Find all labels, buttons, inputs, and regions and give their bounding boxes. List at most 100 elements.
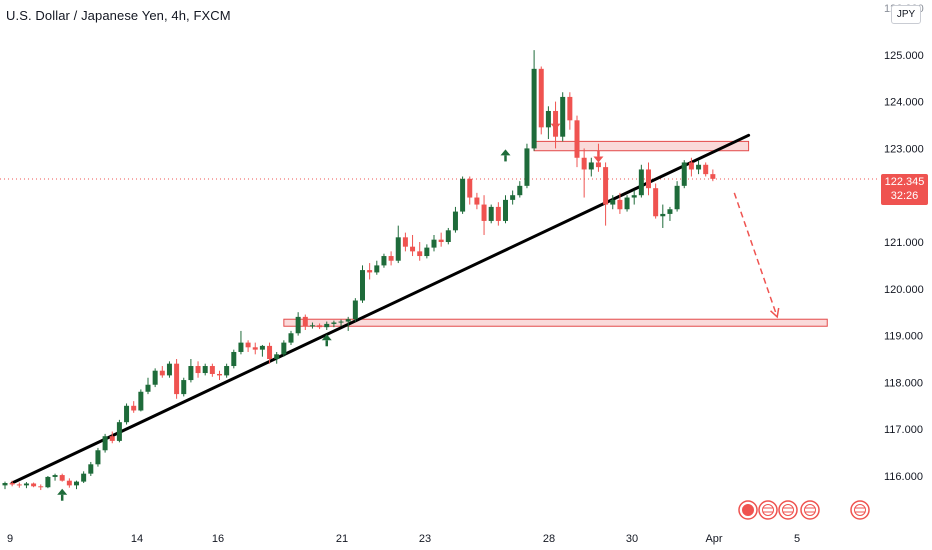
candle[interactable] [124, 403, 130, 425]
candle[interactable] [181, 377, 187, 397]
candle[interactable] [81, 471, 87, 484]
candle[interactable] [288, 330, 294, 345]
candle[interactable] [417, 242, 423, 261]
candle[interactable] [281, 340, 287, 357]
candle[interactable] [116, 419, 122, 443]
candle[interactable] [109, 431, 115, 444]
candle[interactable] [646, 162, 651, 196]
candle[interactable] [388, 251, 394, 266]
candle[interactable] [402, 232, 408, 252]
candle[interactable] [524, 143, 530, 189]
candle[interactable] [503, 195, 508, 224]
candle[interactable] [638, 164, 644, 198]
candle[interactable] [488, 204, 494, 224]
candle[interactable] [66, 478, 72, 488]
candle[interactable] [174, 359, 180, 399]
candle[interactable] [16, 482, 22, 488]
candle[interactable] [631, 190, 637, 205]
candle[interactable] [188, 359, 194, 383]
candle[interactable] [152, 368, 158, 388]
candle[interactable] [545, 106, 551, 140]
currency-badge[interactable]: JPY [891, 5, 921, 24]
candle[interactable] [102, 433, 108, 453]
candle[interactable] [74, 480, 79, 490]
candle[interactable] [45, 476, 51, 489]
candle[interactable] [209, 363, 215, 377]
candle[interactable] [238, 330, 244, 355]
candle[interactable] [495, 202, 501, 226]
candle[interactable] [324, 321, 330, 330]
candle[interactable] [95, 447, 101, 467]
candle[interactable] [295, 312, 301, 336]
candle[interactable] [610, 195, 616, 210]
candle[interactable] [660, 204, 666, 228]
candle[interactable] [531, 50, 537, 151]
candle[interactable] [166, 361, 172, 378]
candle[interactable] [567, 92, 573, 130]
candle[interactable] [460, 176, 466, 214]
candle[interactable] [302, 314, 308, 330]
economic-event-icon[interactable] [850, 500, 870, 520]
candle[interactable] [452, 206, 458, 233]
candle[interactable] [331, 320, 337, 328]
candle[interactable] [667, 206, 673, 221]
candle[interactable] [410, 234, 416, 257]
ascending-trendline[interactable] [10, 133, 751, 485]
candle[interactable] [653, 183, 659, 219]
candle[interactable] [259, 344, 265, 357]
candle[interactable] [374, 260, 380, 275]
candle[interactable] [445, 227, 451, 245]
candle[interactable] [395, 225, 401, 264]
candle[interactable] [438, 232, 444, 247]
candle[interactable] [588, 157, 594, 177]
candle[interactable] [360, 265, 365, 303]
candle[interactable] [9, 480, 15, 487]
candle[interactable] [131, 401, 137, 413]
candle[interactable] [59, 473, 65, 482]
resistance-zone-2[interactable] [283, 318, 828, 327]
candle[interactable] [252, 342, 258, 355]
economic-event-icon[interactable] [738, 500, 758, 520]
candle[interactable] [23, 482, 29, 489]
candle[interactable] [88, 461, 94, 476]
candle[interactable] [538, 66, 544, 135]
candle[interactable] [352, 298, 358, 322]
candle[interactable] [681, 160, 687, 189]
candle[interactable] [145, 377, 151, 395]
candle[interactable] [381, 253, 387, 268]
candle[interactable] [267, 342, 273, 364]
candle[interactable] [510, 190, 516, 205]
candle[interactable] [338, 319, 344, 327]
candle[interactable] [31, 482, 37, 488]
candle[interactable] [217, 370, 222, 381]
candle[interactable] [224, 363, 230, 378]
candle[interactable] [674, 181, 680, 212]
candle[interactable] [245, 340, 251, 352]
candle[interactable] [138, 389, 144, 412]
candle[interactable] [560, 92, 566, 142]
candle[interactable] [703, 162, 709, 177]
candle[interactable] [52, 473, 58, 481]
candle[interactable] [696, 160, 702, 175]
candle[interactable] [617, 192, 623, 214]
candle[interactable] [688, 157, 694, 177]
candle[interactable] [424, 244, 430, 259]
candle[interactable] [481, 195, 487, 235]
economic-event-icon[interactable] [758, 500, 778, 520]
candle[interactable] [517, 181, 523, 198]
candle[interactable] [274, 351, 280, 364]
candle[interactable] [317, 323, 323, 330]
candle[interactable] [195, 361, 201, 378]
candle[interactable] [367, 263, 373, 280]
economic-event-icon[interactable] [778, 500, 798, 520]
candle[interactable] [431, 234, 437, 252]
candle[interactable] [467, 176, 473, 205]
candle[interactable] [231, 349, 237, 369]
candle[interactable] [345, 316, 351, 331]
candle[interactable] [38, 484, 44, 491]
economic-event-icon[interactable] [800, 500, 820, 520]
candle[interactable] [2, 481, 8, 490]
candle[interactable] [309, 322, 315, 329]
candle[interactable] [574, 115, 580, 168]
